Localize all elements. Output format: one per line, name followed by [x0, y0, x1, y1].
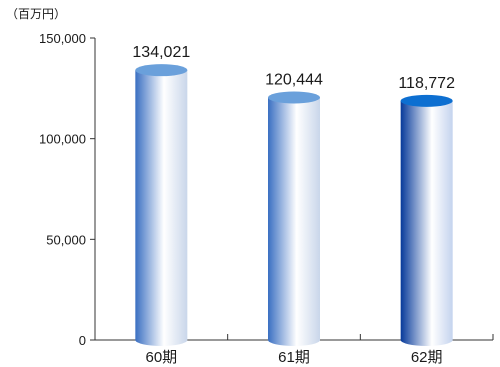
y-axis-unit: （百万円） — [6, 7, 66, 21]
bar-value-label: 120,444 — [265, 72, 323, 89]
bars: 134,021 120,444 118,772 — [132, 44, 455, 347]
bar-cap — [400, 94, 453, 107]
bar-60期: 134,021 — [132, 44, 190, 346]
bar-body — [268, 97, 320, 347]
y-tick-label: 100,000 — [39, 132, 86, 147]
y-tick-label: 0 — [79, 333, 86, 348]
bar-61期: 120,444 — [265, 72, 323, 347]
x-category-label: 61期 — [278, 349, 310, 366]
y-axis: 0 50,000 100,000 150,000 — [39, 31, 96, 348]
x-category-label: 62期 — [411, 349, 443, 366]
bar-cap — [135, 64, 188, 77]
bar-62期: 118,772 — [398, 75, 455, 346]
bar-body — [135, 70, 188, 346]
bar-body — [400, 100, 453, 346]
y-tick-label: 50,000 — [46, 232, 86, 247]
bar-value-label: 118,772 — [398, 75, 455, 92]
bar-cap — [268, 91, 320, 104]
bar-value-label: 134,021 — [132, 44, 190, 61]
y-tick-label: 150,000 — [39, 31, 86, 46]
x-category-label: 60期 — [145, 349, 177, 366]
